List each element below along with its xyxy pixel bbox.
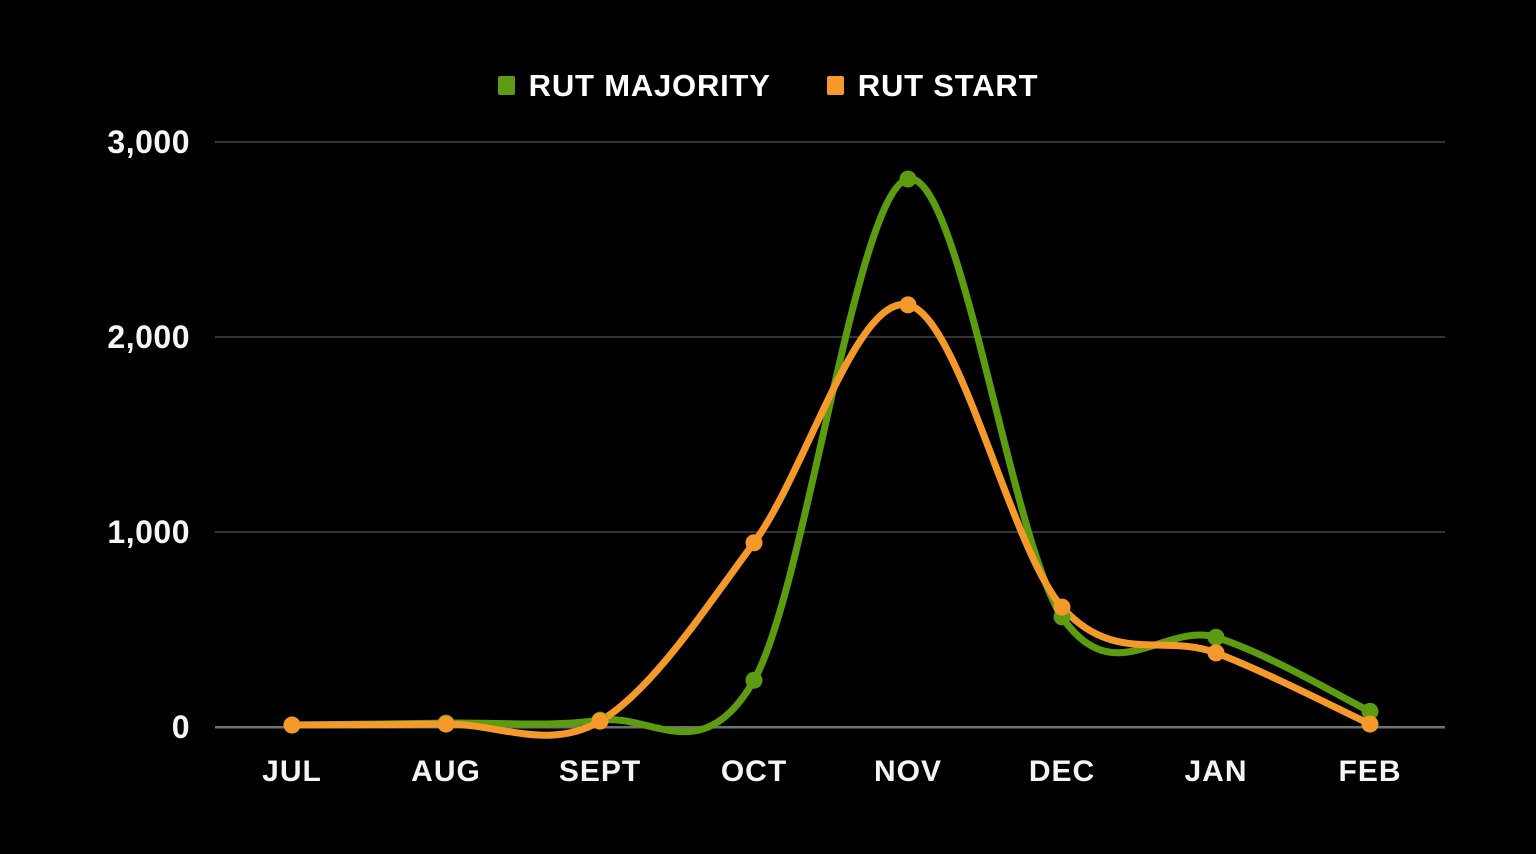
x-tick-label-feb: FEB xyxy=(1339,755,1402,788)
x-tick-label-jan: JAN xyxy=(1184,755,1247,788)
legend-item-rut-start[interactable]: RUT START xyxy=(826,68,1039,103)
rut-majority-marker-nov xyxy=(899,170,917,188)
rut-start-marker-sept xyxy=(591,712,609,730)
rut-majority-marker-feb xyxy=(1361,702,1379,720)
legend-item-rut-majority[interactable]: RUT MAJORITY xyxy=(497,68,771,103)
rut-majority-marker-jan xyxy=(1207,628,1225,646)
rut-start-marker-dec xyxy=(1053,598,1071,616)
rut-majority-marker-oct xyxy=(745,671,763,689)
x-axis-labels: JUL AUG SEPT OCT NOV DEC JAN FEB xyxy=(262,755,1402,788)
rut-start-marker-nov xyxy=(899,296,917,314)
y-tick-label-2000: 2,000 xyxy=(107,319,190,355)
series-lines xyxy=(288,175,1374,739)
rut-start-marker-feb xyxy=(1361,715,1379,733)
x-tick-label-sept: SEPT xyxy=(559,755,641,788)
y-tick-label-3000: 3,000 xyxy=(107,124,190,160)
x-tick-label-nov: NOV xyxy=(874,755,942,788)
x-tick-label-dec: DEC xyxy=(1029,755,1095,788)
chart-legend: RUT MAJORITY RUT START xyxy=(0,70,1536,101)
legend-label-rut-majority: RUT MAJORITY xyxy=(528,68,771,103)
y-axis-labels: 0 1,000 2,000 3,000 xyxy=(107,124,190,745)
rut-start-marker-jan xyxy=(1207,644,1225,662)
rut-start-line xyxy=(288,301,1374,739)
rut-start-swatch-icon xyxy=(826,76,844,95)
rut-start-marker-jul xyxy=(283,716,301,734)
x-tick-label-aug: AUG xyxy=(411,755,481,788)
rut-start-marker-oct xyxy=(745,534,763,552)
gridlines xyxy=(215,141,1445,729)
y-tick-label-0: 0 xyxy=(172,709,190,745)
legend-label-rut-start: RUT START xyxy=(857,68,1039,103)
rut-majority-line xyxy=(288,175,1374,736)
y-tick-label-1000: 1,000 xyxy=(107,514,190,550)
rut-start-marker-aug xyxy=(437,715,455,733)
series-markers xyxy=(283,170,1379,734)
x-tick-label-oct: OCT xyxy=(721,755,787,788)
x-tick-label-jul: JUL xyxy=(262,755,322,788)
rut-majority-swatch-icon xyxy=(497,76,515,95)
